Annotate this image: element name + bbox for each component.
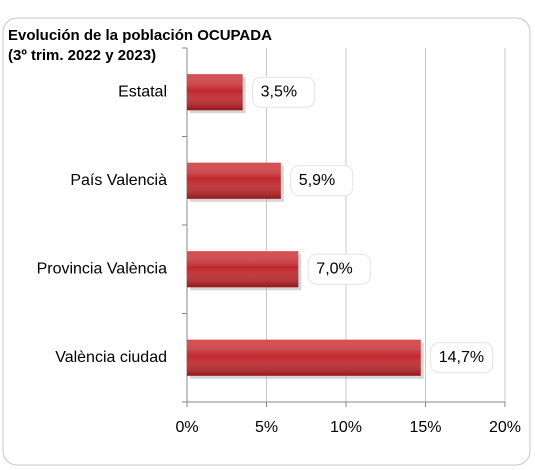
- y-tick-label: València ciudad: [55, 349, 167, 366]
- value-label-box: [290, 165, 354, 197]
- y-tick-label: Estatal: [118, 83, 167, 100]
- y-tick-label: Provincia València: [37, 260, 168, 277]
- chart-subtitle: (3º trim. 2022 y 2023): [8, 47, 156, 64]
- x-tick-label: 10%: [330, 419, 362, 436]
- x-tick-label: 0%: [175, 419, 198, 436]
- bar-shade: [187, 162, 281, 199]
- x-tick-label: 5%: [255, 419, 278, 436]
- bar-shade: [187, 339, 421, 376]
- value-label: 14,7%: [439, 349, 484, 366]
- value-label: 3,5%: [261, 83, 297, 100]
- bar-shade: [187, 251, 299, 288]
- value-label-box: [307, 253, 371, 285]
- bar-shade: [187, 74, 243, 111]
- value-label-box: [252, 76, 316, 108]
- x-tick-label: 15%: [409, 419, 441, 436]
- x-tick-label: 20%: [489, 419, 521, 436]
- chart-title: Evolución de la población OCUPADA: [8, 27, 272, 44]
- value-label-box: [430, 342, 494, 374]
- value-label: 7,0%: [316, 260, 352, 277]
- value-label: 5,9%: [299, 172, 335, 189]
- y-tick-label: País Valencià: [70, 172, 167, 189]
